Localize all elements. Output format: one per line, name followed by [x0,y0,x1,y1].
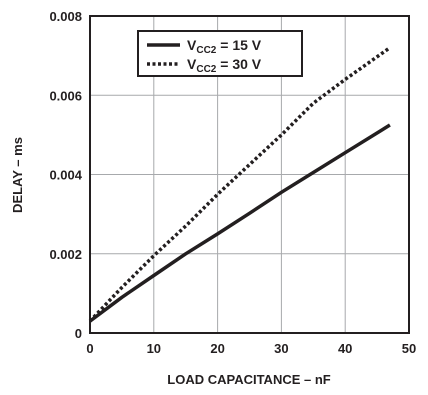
y-tick-label: 0.008 [49,9,82,24]
plot-frame [89,15,410,334]
y-tick-label: 0.006 [49,88,82,103]
x-tick-label: 10 [147,341,161,356]
y-axis-title: DELAY – ms [10,137,25,213]
y-tick-label: 0.004 [49,168,82,183]
legend-label-15v: VCC2 = 15 V [187,37,262,56]
x-tick-label: 20 [210,341,224,356]
series-lines [88,46,391,323]
series-line-15v [88,123,391,323]
legend: VCC2 = 15 V VCC2 = 30 V [137,30,303,77]
x-tick-label: 40 [338,341,352,356]
legend-box [137,30,303,77]
y-tick-label: 0.002 [49,247,82,262]
x-tick-label: 50 [402,341,416,356]
tick-labels: 0 10 20 30 40 50 0 0.002 0.004 0.006 0.008 [49,9,416,356]
series-line-30v [88,46,391,323]
x-axis-title: LOAD CAPACITANCE – nF [167,372,331,387]
y-tick-label: 0 [75,326,82,341]
x-tick-label: 30 [274,341,288,356]
legend-label-30v: VCC2 = 30 V [187,56,262,75]
x-tick-label: 0 [86,341,93,356]
